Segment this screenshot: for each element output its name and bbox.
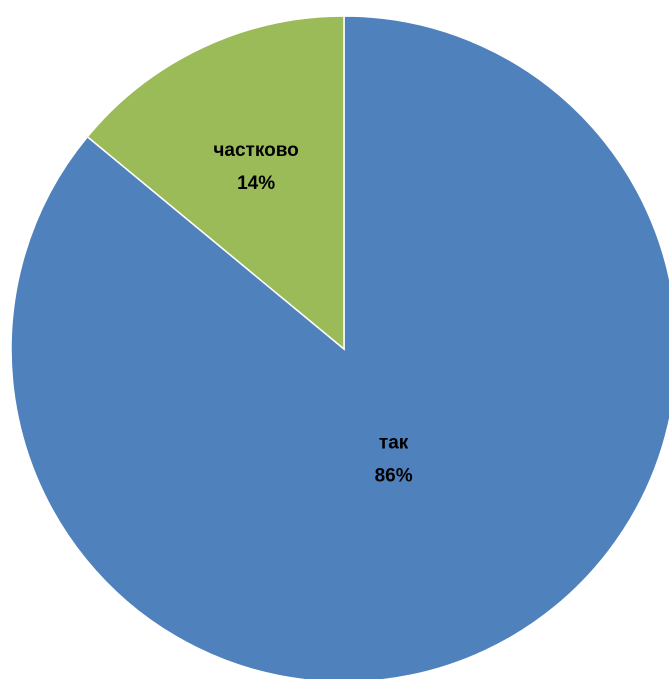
slice-category-label: так [379, 432, 409, 453]
slice-value-label: 14% [237, 173, 275, 194]
pie-slice-1 [10, 15, 669, 679]
pie-labels: так 86% частково 14% [213, 140, 412, 486]
pie-slices [10, 15, 669, 679]
slice-value-label: 86% [375, 465, 413, 486]
slice-category-label: частково [213, 140, 298, 161]
pie-slice-2 [86, 15, 345, 351]
